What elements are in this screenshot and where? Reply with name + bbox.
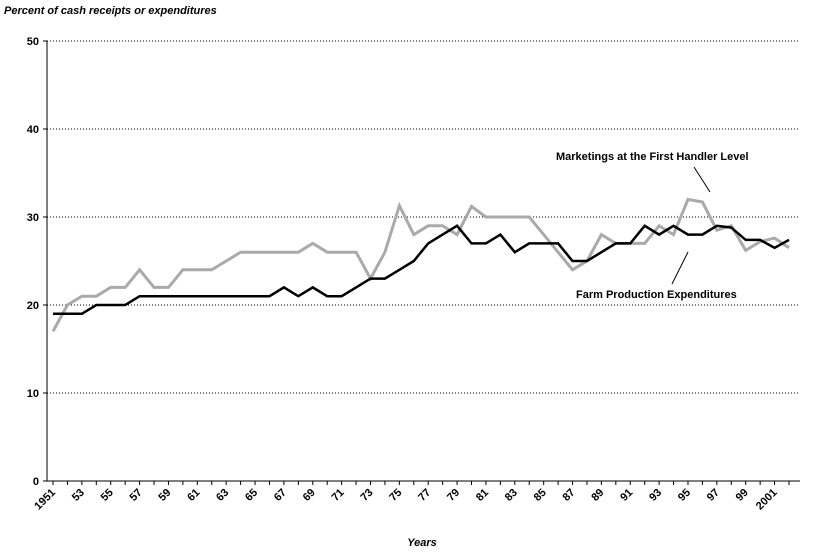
x-tick-label: 79 [445, 487, 462, 504]
annotation: Marketings at the First Handler Level [556, 151, 749, 163]
x-tick-label: 93 [647, 487, 664, 504]
x-tick-label: 69 [301, 487, 318, 504]
x-tick-label: 57 [128, 487, 145, 504]
x-tick-label: 65 [243, 487, 260, 504]
y-tick-label: 0 [33, 476, 39, 488]
x-axis-label: Years [407, 537, 437, 549]
y-tick-label: 20 [27, 300, 39, 312]
y-tick-label: 40 [27, 124, 39, 136]
x-tick-label: 81 [474, 487, 491, 504]
annotation: Farm Production Expenditures [576, 289, 737, 301]
x-tick-label: 59 [156, 487, 173, 504]
x-tick-label: 89 [589, 487, 606, 504]
x-tick-label: 83 [503, 487, 520, 504]
y-tick-label: 10 [27, 388, 39, 400]
line [51, 197, 790, 333]
x-tick-label: 91 [618, 487, 635, 504]
x-tick-label: 1951 [32, 487, 58, 513]
x-tick-label: 71 [330, 487, 347, 504]
x-tick-label: 87 [561, 487, 578, 504]
x-tick-label: 55 [99, 487, 116, 504]
y-tick-label: 50 [27, 36, 39, 48]
x-tick-label: 67 [272, 487, 289, 504]
arrow [693, 166, 711, 193]
y-axis-label: Percent of cash receipts or expenditures [4, 5, 217, 17]
x-tick-label: 73 [358, 487, 375, 504]
y-tick-label: 30 [27, 212, 39, 224]
x-tick-label: 75 [387, 487, 404, 504]
arrow [671, 251, 689, 285]
x-tick-label: 63 [214, 487, 231, 504]
x-tick-label: 2001 [754, 487, 780, 513]
line [53, 224, 790, 316]
x-tick-label: 99 [734, 487, 751, 504]
x-tick-label: 95 [676, 487, 693, 504]
x-tick-label: 61 [185, 487, 202, 504]
x-tick-label: 85 [532, 487, 549, 504]
x-tick-label: 77 [416, 487, 433, 504]
x-tick-label: 97 [705, 487, 722, 504]
x-tick-label: 53 [70, 487, 87, 504]
